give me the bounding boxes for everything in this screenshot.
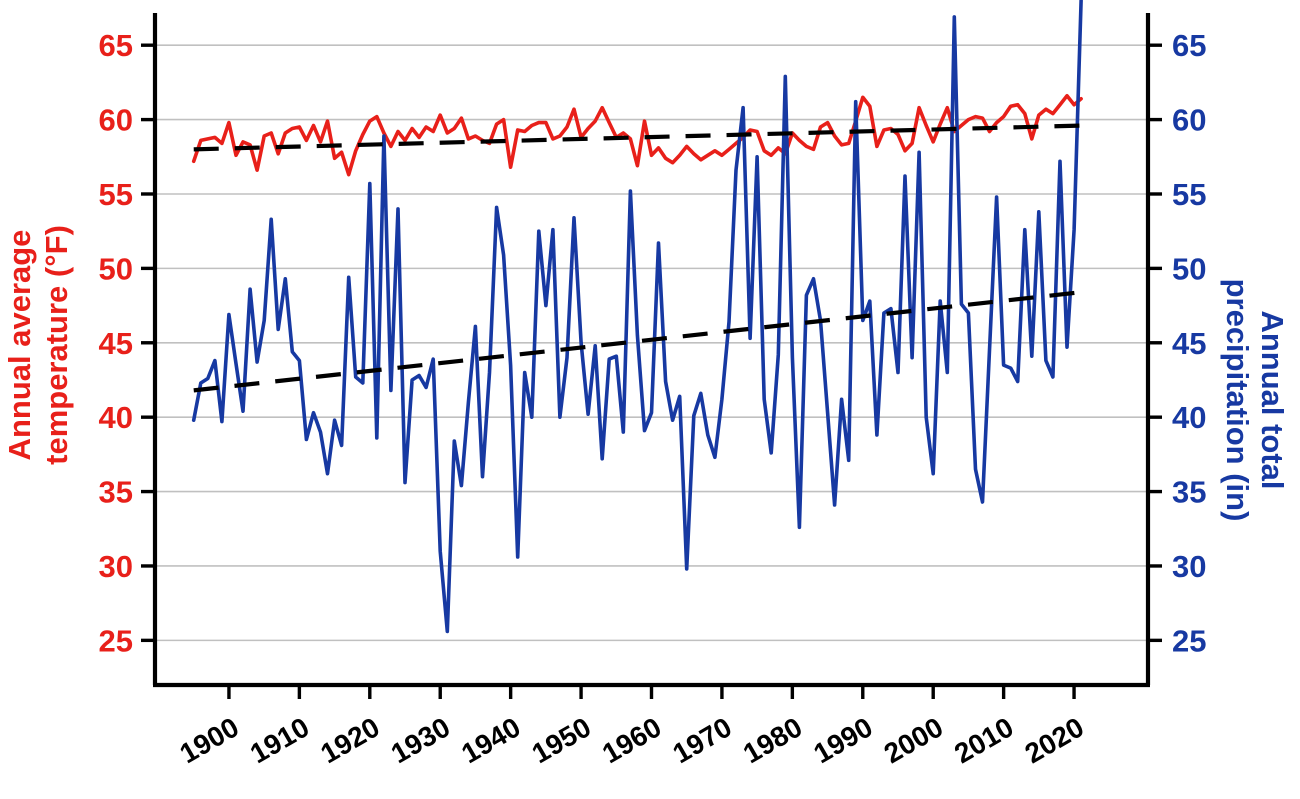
x-tick-label: 2020: [1020, 711, 1089, 769]
right-tick-label: 55: [1172, 177, 1206, 212]
left-tick-label: 60: [99, 103, 133, 138]
right-axis-title-line2: precipitation (in): [1220, 279, 1255, 522]
left-tick-label: 35: [99, 475, 133, 510]
x-tick-label: 1900: [174, 711, 243, 769]
right-tick-label: 45: [1172, 326, 1206, 361]
x-tick-label: 1970: [667, 711, 736, 769]
left-tick-label: 30: [99, 549, 133, 584]
x-tick-label: 1980: [738, 711, 807, 769]
x-tick-label: 1960: [597, 711, 666, 769]
trend-lines: [193, 123, 1082, 393]
precipitation-trend: [193, 290, 1082, 393]
gridlines: [155, 44, 1148, 642]
left-tick-label: 55: [99, 177, 133, 212]
x-tick-label: 1940: [456, 711, 525, 769]
right-axis-title-line1: Annual total: [1255, 310, 1290, 489]
right-tick-label: 25: [1172, 623, 1206, 658]
precipitation-line: [191, 0, 1083, 634]
left-tick-label: 40: [99, 400, 133, 435]
x-tick-label: 1950: [527, 711, 596, 769]
right-tick-label: 35: [1172, 475, 1206, 510]
x-tick-label: 1930: [386, 711, 455, 769]
x-tick-label: 1990: [808, 711, 877, 769]
x-tick-label: 1910: [245, 711, 314, 769]
temperature-trend: [193, 123, 1082, 152]
x-tick-label: 2000: [879, 711, 948, 769]
right-tick-label: 65: [1172, 28, 1206, 63]
left-tick-label: 65: [99, 28, 133, 63]
right-tick-label: 40: [1172, 400, 1206, 435]
right-tick-label: 30: [1172, 549, 1206, 584]
x-tick-label: 2010: [949, 711, 1018, 769]
left-axis-title-line1: Annual average: [2, 230, 37, 461]
left-axis-title-line2: temperature (°F): [39, 225, 74, 465]
axes: [141, 13, 1162, 699]
left-tick-label: 25: [99, 623, 133, 658]
x-tick-label: 1920: [315, 711, 384, 769]
data-series: [191, 0, 1083, 634]
right-tick-label: 60: [1172, 103, 1206, 138]
left-tick-label: 45: [99, 326, 133, 361]
right-tick-label: 50: [1172, 251, 1206, 286]
left-tick-label: 50: [99, 251, 133, 286]
temperature-line: [191, 94, 1083, 177]
